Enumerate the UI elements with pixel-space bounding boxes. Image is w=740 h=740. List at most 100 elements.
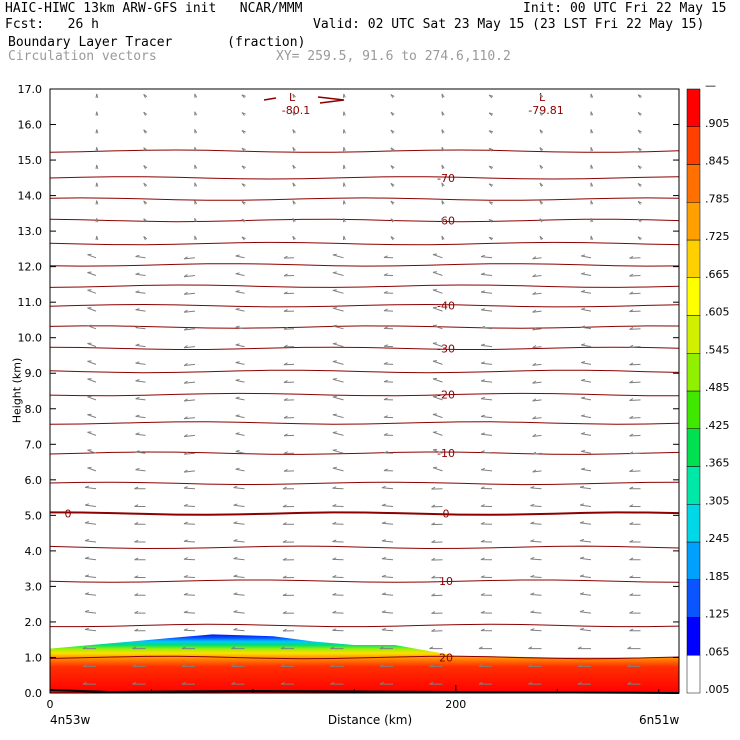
wind-vector xyxy=(629,628,641,632)
y-tick-label: 5.0 xyxy=(25,509,43,522)
y-tick-label: 15.0 xyxy=(18,154,43,167)
wind-vector xyxy=(343,93,346,98)
wind-vector xyxy=(530,610,542,614)
wind-vector xyxy=(183,592,196,596)
wind-vector xyxy=(629,415,641,419)
wind-vector xyxy=(332,592,344,596)
wind-vector xyxy=(390,94,395,99)
wind-vector xyxy=(480,343,493,348)
wind-vector xyxy=(183,434,196,438)
wind-vector xyxy=(194,93,198,98)
wind-vector xyxy=(432,271,443,276)
wind-vector xyxy=(528,681,542,685)
y-tick-label: 8.0 xyxy=(25,403,43,416)
wind-vector xyxy=(231,681,245,685)
wind-vector xyxy=(528,646,542,650)
colorbar-swatch xyxy=(686,541,701,580)
colorbar-label: .365 xyxy=(705,457,730,470)
colorbar-label: .425 xyxy=(705,419,730,432)
colorbar-label: .545 xyxy=(705,343,730,356)
wind-vector xyxy=(480,450,493,454)
wind-vector xyxy=(629,610,641,614)
wind-vector xyxy=(379,646,393,650)
wind-vector xyxy=(581,449,592,454)
wind-vector xyxy=(135,325,146,330)
wind-vector xyxy=(134,486,146,490)
wind-vector xyxy=(478,664,492,667)
wind-vector xyxy=(95,200,99,205)
wind-vector xyxy=(87,324,97,330)
wind-vector xyxy=(280,646,294,650)
wind-vector xyxy=(539,147,544,152)
wind-vector xyxy=(183,309,196,313)
isotherm-label: -20 xyxy=(437,389,455,402)
wind-vector xyxy=(241,165,246,170)
wind-vector xyxy=(135,467,146,472)
wind-vector xyxy=(629,504,641,507)
y-tick-label: 1.0 xyxy=(25,651,43,664)
wind-vector xyxy=(390,165,395,170)
isotherm-line xyxy=(49,481,680,486)
wind-vector xyxy=(488,165,494,170)
wind-vector xyxy=(532,362,542,366)
wind-vector xyxy=(590,93,594,98)
wind-vector xyxy=(480,272,493,276)
wind-vector xyxy=(441,93,445,98)
wind-vector xyxy=(637,236,642,241)
wind-vector xyxy=(590,146,594,152)
colorbar-swatch xyxy=(686,579,701,618)
wind-vector xyxy=(441,235,445,241)
isotherm-line xyxy=(49,325,680,329)
wind-vector xyxy=(480,504,493,507)
colorbar-swatch xyxy=(686,277,701,316)
wind-vector xyxy=(431,557,443,561)
wind-vector xyxy=(194,200,198,205)
wind-vector xyxy=(330,681,344,685)
x-tick-label: 0 xyxy=(47,698,54,711)
wind-vector xyxy=(282,522,295,525)
colorbar-label: .485 xyxy=(705,381,730,394)
wind-vector xyxy=(332,324,344,330)
wind-vector xyxy=(629,309,641,313)
wind-vector xyxy=(87,253,97,259)
wind-vector xyxy=(95,147,99,152)
wind-vector xyxy=(283,415,295,419)
wind-vector xyxy=(143,182,148,187)
wind-vector xyxy=(332,395,344,401)
wind-vector xyxy=(143,111,148,116)
wind-vector xyxy=(390,182,395,187)
cross-section-coords: XY= 259.5, 91.6 to 274.6,110.2 xyxy=(276,49,511,64)
wind-vector xyxy=(343,182,346,187)
wind-vector xyxy=(282,557,295,561)
wind-vector xyxy=(84,627,97,632)
wind-vector xyxy=(87,271,97,276)
wind-vector xyxy=(343,164,346,169)
isotherm-line xyxy=(49,218,680,223)
wind-vector xyxy=(235,432,245,436)
wind-vector xyxy=(132,664,146,667)
wind-vector xyxy=(132,646,146,650)
wind-vector xyxy=(343,111,346,116)
wind-vector xyxy=(332,575,344,578)
colorbar-label: — xyxy=(705,79,716,92)
wind-vector xyxy=(332,360,344,365)
colorbar-label: .845 xyxy=(705,155,730,168)
wind-vector xyxy=(532,451,542,455)
wind-vector xyxy=(390,218,395,223)
wind-vector xyxy=(330,664,344,667)
wind-vector xyxy=(292,129,296,134)
wind-vector xyxy=(233,592,245,596)
isotherm-line xyxy=(49,511,680,516)
wind-vector xyxy=(95,182,99,187)
wind-vector xyxy=(282,504,295,508)
wind-vector xyxy=(579,503,592,507)
wind-vector xyxy=(539,235,544,241)
wind-vector xyxy=(235,343,245,348)
wind-vector xyxy=(332,628,344,632)
wind-vector xyxy=(383,326,394,330)
wind-vector xyxy=(431,628,443,632)
wind-vector xyxy=(183,574,196,578)
wind-vector xyxy=(637,94,642,99)
wind-vector xyxy=(381,592,394,596)
